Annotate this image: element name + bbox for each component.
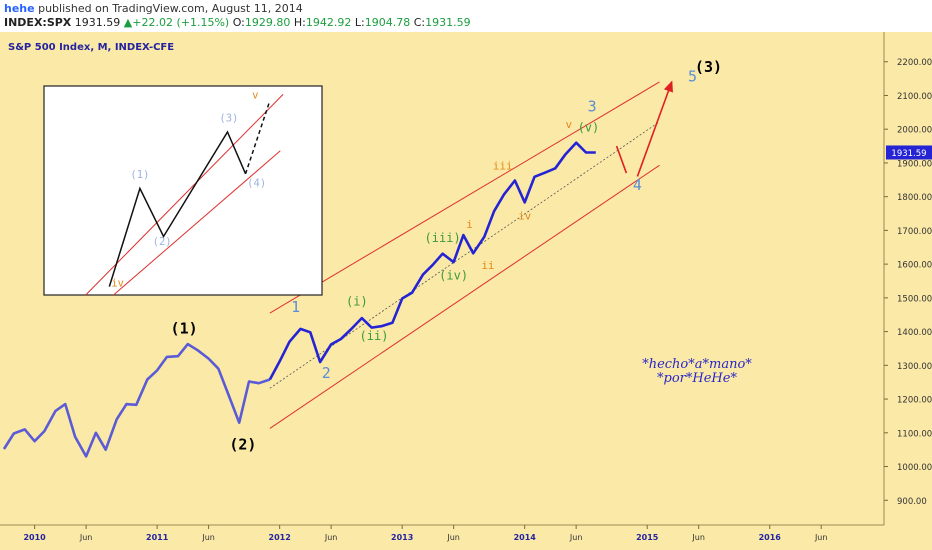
wave-label: 1 (291, 298, 300, 316)
inset-label: iv (111, 278, 124, 290)
x-axis-panel[interactable] (0, 525, 932, 550)
inset-wave-path (108, 130, 247, 287)
inset-label: (3) (219, 113, 238, 125)
channel-upper-line (269, 81, 660, 314)
channel-median-line (269, 121, 660, 389)
y-axis-ticks: 900.00 1000.00 1100.00 1200.00 1300.00 1400.0… (884, 58, 932, 507)
wave-label: (iv) (439, 268, 468, 282)
low-value: 1904.78 (364, 16, 411, 29)
wave-label: 4 (633, 176, 642, 194)
wave-label: 2 (322, 364, 331, 382)
y-tick-label: 2000.00 (897, 126, 932, 136)
wave-label: ii (481, 259, 494, 272)
wave-label: (v) (578, 121, 600, 135)
last-price: 1931.59 (74, 16, 121, 29)
channel-lower-line (269, 164, 660, 429)
y-tick-label: 1900.00 (897, 159, 932, 169)
projection-down-line (615, 145, 628, 174)
inset-projection-line (244, 102, 270, 175)
wave-label: v (565, 118, 572, 131)
watermark-line: *hecho*a*mano* (642, 357, 752, 372)
price-tag-box (886, 145, 932, 160)
x-tick-label: 2012 (269, 533, 291, 542)
price-line-segment-2 (268, 141, 596, 381)
publisher-username[interactable]: hehe (4, 2, 35, 15)
price-tag-label: 1931.59 (891, 149, 926, 159)
x-axis-ticks: 2010 Jun 2011 Jun 2012 Jun 2013 Jun 2014 Jun 2015 J… (23, 525, 827, 542)
x-tick-label: Jun (569, 533, 583, 542)
close-value: 1931.59 (425, 16, 471, 29)
y-tick-label: 2100.00 (897, 92, 932, 102)
x-tick-label: 2016 (759, 533, 782, 542)
inset-frame (43, 85, 323, 296)
high-value: 1942.92 (305, 16, 352, 29)
change-arrow-icon: ▲ (123, 16, 133, 29)
wave-label: iv (518, 210, 532, 223)
wave-label: 5 (688, 67, 697, 85)
symbol: INDEX:SPX (4, 16, 72, 29)
published-text: published on TradingView.com, August 11,… (38, 2, 303, 15)
price-line-segment-1 (2, 342, 271, 458)
trend-channel[interactable] (269, 81, 660, 429)
price-series[interactable] (2, 141, 596, 458)
wave-label: (1) (171, 319, 198, 337)
y-tick-label: 1400.00 (897, 328, 932, 338)
open-label: O: (232, 16, 245, 29)
last-price-tag: 1931.59 (886, 145, 932, 160)
x-tick-label: Jun (814, 533, 828, 542)
wave-label: (2) (229, 436, 256, 454)
header: hehe published on TradingView.com, Augus… (0, 0, 932, 32)
open-value: 1929.80 (244, 16, 291, 29)
projection-up-arrow (636, 80, 673, 177)
y-tick-label: 1700.00 (897, 227, 932, 237)
wave-label: (iii) (425, 231, 461, 245)
y-tick-label: 1000.00 (897, 463, 932, 473)
x-tick-label: 2011 (146, 533, 169, 542)
inset-diagram: (1) (2) (3) (4) v iv (43, 85, 323, 296)
x-tick-label: Jun (446, 533, 460, 542)
inset-label: (4) (247, 177, 266, 189)
y-tick-label: 2200.00 (897, 58, 932, 68)
wave-label: (i) (346, 295, 368, 309)
change-value: +22.02 (+1.15%) (132, 16, 230, 29)
y-axis-panel[interactable] (884, 32, 932, 525)
chart-title: S&P 500 Index, M, INDEX-CFE (8, 42, 174, 53)
x-tick-label: 2015 (636, 533, 659, 542)
wave-label: (ii) (360, 329, 389, 343)
x-tick-label: 2010 (23, 533, 46, 542)
watermark: *hecho*a*mano**por*HeHe* (642, 357, 752, 386)
quote-line: INDEX:SPX 1931.59 ▲+22.02 (+1.15%) O:192… (4, 16, 471, 29)
close-label: C: (413, 16, 426, 29)
publisher-line: hehe published on TradingView.com, Augus… (4, 2, 303, 15)
y-tick-label: 1300.00 (897, 362, 932, 372)
y-tick-label: 1500.00 (897, 294, 932, 304)
wave-label: (3) (695, 58, 722, 76)
low-label: L: (354, 16, 365, 29)
x-tick-label: Jun (79, 533, 93, 542)
projection-arrows[interactable] (615, 80, 673, 177)
inset-label: (2) (153, 236, 172, 248)
y-tick-label: 1200.00 (897, 396, 932, 406)
inset-label: v (252, 90, 258, 102)
y-tick-label: 1100.00 (897, 429, 932, 439)
inset-label: (1) (130, 169, 149, 181)
y-tick-label: 1600.00 (897, 261, 932, 271)
x-tick-label: Jun (691, 533, 705, 542)
y-tick-label: 1800.00 (897, 193, 932, 203)
wave-labels: (1)(2)(3)12345(i)(ii)(iii)(iv)(v)iiiiiii… (171, 58, 722, 454)
x-tick-label: 2013 (391, 533, 413, 542)
x-tick-label: Jun (201, 533, 215, 542)
y-tick-label: 900.00 (897, 497, 927, 507)
high-label: H: (293, 16, 306, 29)
inset-channel-lower (113, 150, 281, 296)
wave-label: i (466, 218, 473, 231)
watermark-line: *por*HeHe* (657, 371, 737, 386)
x-tick-label: Jun (324, 533, 338, 542)
inset-channel-upper (85, 94, 284, 296)
x-tick-label: 2014 (514, 533, 537, 542)
wave-label: 3 (588, 98, 597, 116)
wave-label: iii (493, 160, 513, 173)
